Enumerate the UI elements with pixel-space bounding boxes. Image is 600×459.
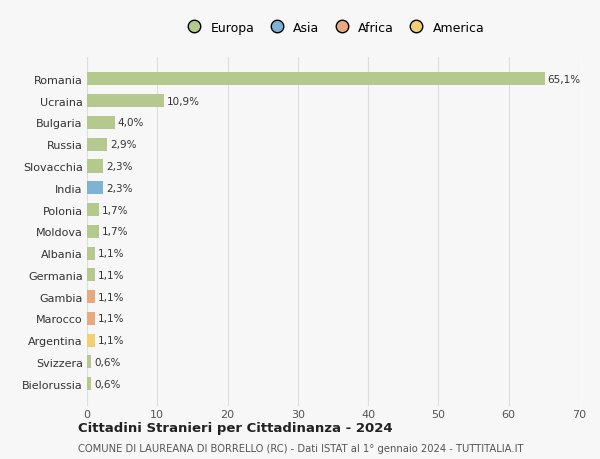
Text: 4,0%: 4,0% [118, 118, 145, 128]
Text: Cittadini Stranieri per Cittadinanza - 2024: Cittadini Stranieri per Cittadinanza - 2… [78, 421, 392, 434]
Text: 1,7%: 1,7% [102, 227, 128, 237]
Bar [87, 160, 103, 173]
Text: 1,1%: 1,1% [98, 292, 124, 302]
Bar [87, 291, 95, 303]
Bar [87, 95, 164, 108]
Text: 0,6%: 0,6% [94, 357, 121, 367]
Text: 1,1%: 1,1% [98, 313, 124, 324]
Legend: Europa, Asia, Africa, America: Europa, Asia, Africa, America [182, 22, 484, 35]
Text: 1,1%: 1,1% [98, 336, 124, 345]
Bar [87, 225, 99, 238]
Bar [87, 269, 95, 282]
Text: 1,7%: 1,7% [102, 205, 128, 215]
Bar [87, 117, 115, 130]
Text: 2,3%: 2,3% [106, 183, 133, 193]
Text: 2,9%: 2,9% [110, 140, 137, 150]
Text: 2,3%: 2,3% [106, 162, 133, 172]
Bar [87, 247, 95, 260]
Bar [87, 139, 107, 151]
Text: COMUNE DI LAUREANA DI BORRELLO (RC) - Dati ISTAT al 1° gennaio 2024 - TUTTITALIA: COMUNE DI LAUREANA DI BORRELLO (RC) - Da… [78, 443, 523, 453]
Bar [87, 182, 103, 195]
Bar [87, 377, 91, 390]
Bar [87, 356, 91, 369]
Text: 10,9%: 10,9% [166, 96, 199, 106]
Bar [87, 334, 95, 347]
Text: 1,1%: 1,1% [98, 248, 124, 258]
Text: 65,1%: 65,1% [547, 75, 580, 85]
Bar [87, 312, 95, 325]
Text: 1,1%: 1,1% [98, 270, 124, 280]
Text: 0,6%: 0,6% [94, 379, 121, 389]
Bar [87, 73, 545, 86]
Bar [87, 203, 99, 217]
